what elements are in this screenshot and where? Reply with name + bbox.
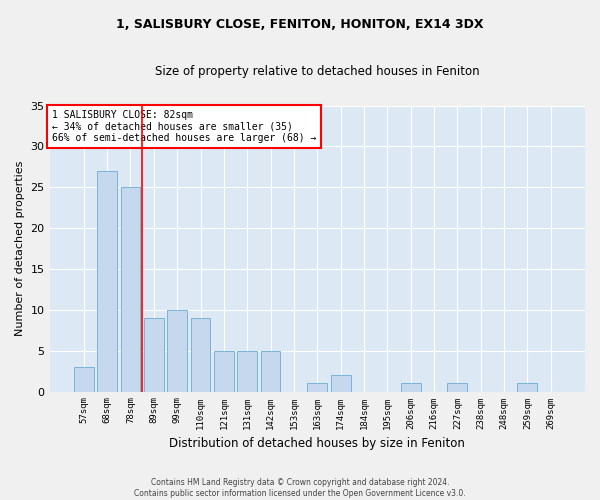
Text: 1 SALISBURY CLOSE: 82sqm
← 34% of detached houses are smaller (35)
66% of semi-d: 1 SALISBURY CLOSE: 82sqm ← 34% of detach… [52, 110, 317, 143]
Bar [331, 375, 350, 392]
Text: Contains HM Land Registry data © Crown copyright and database right 2024.
Contai: Contains HM Land Registry data © Crown c… [134, 478, 466, 498]
Bar [191, 318, 211, 392]
Title: Size of property relative to detached houses in Feniton: Size of property relative to detached ho… [155, 65, 479, 78]
Bar [144, 318, 164, 392]
Bar [238, 350, 257, 392]
Bar [74, 367, 94, 392]
X-axis label: Distribution of detached houses by size in Feniton: Distribution of detached houses by size … [169, 437, 465, 450]
Bar [260, 350, 280, 392]
Bar [448, 384, 467, 392]
Bar [401, 384, 421, 392]
Bar [167, 310, 187, 392]
Text: 1, SALISBURY CLOSE, FENITON, HONITON, EX14 3DX: 1, SALISBURY CLOSE, FENITON, HONITON, EX… [116, 18, 484, 30]
Bar [214, 350, 234, 392]
Bar [517, 384, 538, 392]
Y-axis label: Number of detached properties: Number of detached properties [15, 161, 25, 336]
Bar [307, 384, 327, 392]
Bar [97, 171, 117, 392]
Bar [121, 188, 140, 392]
